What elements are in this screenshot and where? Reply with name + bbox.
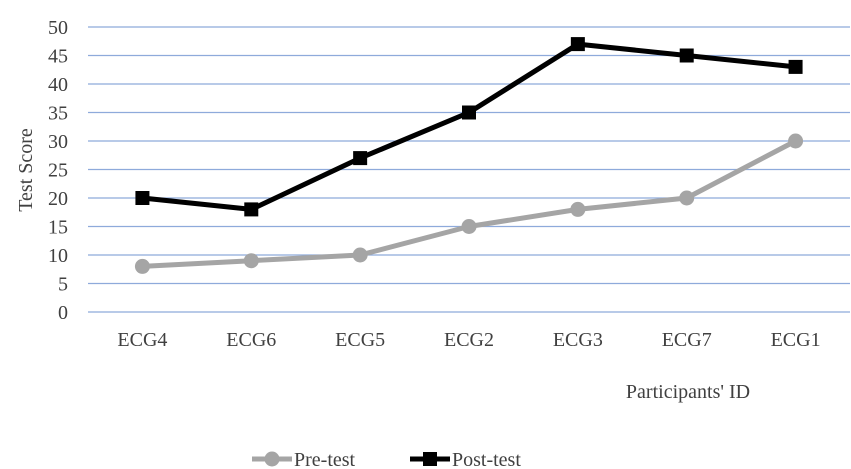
data-point (570, 201, 586, 217)
x-tick-label: ECG7 (662, 329, 712, 351)
x-axis-ticks: ECG4 ECG6 ECG5 ECG2 ECG3 ECG7 ECG1 (117, 329, 820, 351)
series (134, 37, 804, 274)
series-pre-test (134, 133, 804, 274)
x-tick-label: ECG2 (444, 329, 494, 351)
data-point (353, 151, 368, 166)
series-line (142, 138, 797, 269)
y-axis-title: Test Score (15, 128, 37, 212)
x-tick-label: ECG3 (553, 329, 603, 351)
legend-item: Post-test (410, 449, 521, 469)
y-tick-label: 40 (48, 74, 68, 96)
series-post-test (135, 37, 803, 217)
y-tick-label: 45 (48, 46, 68, 68)
y-tick-label: 10 (48, 245, 68, 267)
y-axis-ticks: 0 5 10 15 20 25 30 35 40 45 50 (48, 17, 68, 324)
data-point (352, 247, 368, 263)
data-point (462, 105, 476, 120)
y-tick-label: 20 (48, 188, 68, 210)
series-line (142, 41, 796, 212)
x-tick-label: ECG5 (335, 329, 385, 351)
legend-marker (264, 451, 280, 467)
data-point (788, 59, 803, 74)
y-tick-label: 15 (48, 217, 68, 239)
y-tick-label: 50 (48, 17, 68, 39)
x-axis-title: Participants' ID (626, 381, 750, 403)
legend-marker (423, 452, 437, 466)
x-tick-label: ECG4 (117, 329, 167, 351)
y-tick-label: 0 (58, 302, 68, 324)
data-point (679, 48, 694, 63)
legend-item: Pre-test (252, 449, 356, 469)
y-tick-label: 35 (48, 103, 68, 125)
legend: Pre-test Post-test (252, 449, 521, 469)
x-tick-label: ECG6 (226, 329, 276, 351)
y-tick-label: 25 (48, 160, 68, 182)
data-point (461, 219, 477, 234)
y-tick-label: 30 (48, 131, 68, 153)
legend-label: Pre-test (294, 449, 356, 469)
data-point (134, 258, 150, 274)
y-tick-label: 5 (58, 274, 68, 296)
data-point (244, 202, 259, 217)
x-tick-label: ECG1 (771, 329, 821, 351)
data-point (788, 133, 804, 149)
data-point (679, 190, 695, 206)
data-point (570, 37, 585, 52)
data-point (243, 253, 259, 269)
legend-label: Post-test (452, 449, 521, 469)
gridlines (88, 26, 850, 313)
data-point (135, 191, 150, 205)
